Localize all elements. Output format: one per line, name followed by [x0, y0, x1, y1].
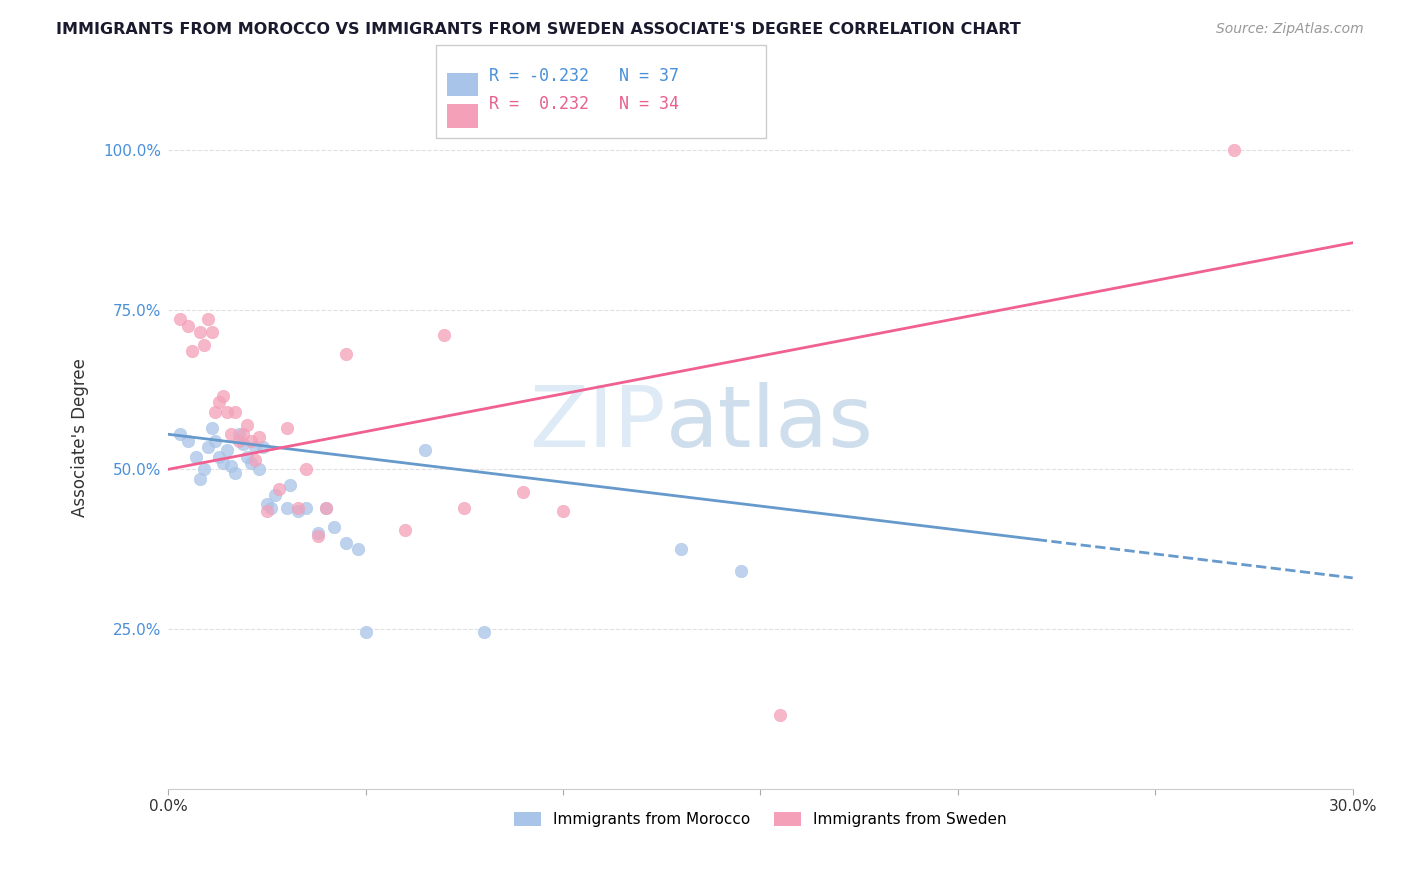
Point [236, 417, 259, 432]
Point [354, 625, 377, 640]
Point [335, 535, 357, 549]
Text: R = -0.232   N = 37: R = -0.232 N = 37 [489, 67, 679, 85]
Point [228, 434, 250, 448]
Point [177, 434, 200, 448]
Point [217, 443, 239, 458]
Point [287, 504, 309, 518]
Text: atlas: atlas [665, 382, 873, 465]
Point [551, 504, 574, 518]
Point [394, 523, 416, 537]
Point [188, 472, 211, 486]
Point [322, 520, 344, 534]
Point [219, 427, 242, 442]
Point [247, 430, 270, 444]
Point [267, 482, 290, 496]
Point [193, 338, 215, 352]
Point [256, 498, 278, 512]
Point [671, 542, 693, 557]
Point [247, 462, 270, 476]
Point [208, 450, 231, 464]
Point [169, 427, 191, 442]
Point [204, 405, 226, 419]
Text: IMMIGRANTS FROM MOROCCO VS IMMIGRANTS FROM SWEDEN ASSOCIATE'S DEGREE CORRELATION: IMMIGRANTS FROM MOROCCO VS IMMIGRANTS FR… [56, 22, 1021, 37]
Point [188, 325, 211, 339]
Point [169, 312, 191, 326]
Point [280, 478, 302, 492]
Point [295, 462, 318, 476]
Point [256, 504, 278, 518]
Point [472, 625, 495, 640]
Point [232, 437, 254, 451]
Point [212, 389, 235, 403]
Point [180, 344, 202, 359]
Point [219, 459, 242, 474]
Point [240, 434, 263, 448]
Point [240, 456, 263, 470]
Point [243, 452, 266, 467]
Point [260, 500, 283, 515]
Point [276, 500, 298, 515]
Y-axis label: Associate's Degree: Associate's Degree [72, 358, 89, 516]
Point [212, 456, 235, 470]
Point [200, 325, 222, 339]
Point [335, 347, 357, 361]
Point [208, 395, 231, 409]
Point [730, 565, 752, 579]
Point [287, 500, 309, 515]
Point [177, 318, 200, 333]
Point [197, 440, 219, 454]
Point [252, 440, 274, 454]
Point [197, 312, 219, 326]
Point [413, 443, 436, 458]
Point [346, 542, 368, 557]
Point [184, 450, 207, 464]
Point [224, 405, 246, 419]
Point [243, 440, 266, 454]
Text: R =  0.232   N = 34: R = 0.232 N = 34 [489, 95, 679, 113]
Point [224, 466, 246, 480]
Point [307, 529, 329, 543]
Point [236, 450, 259, 464]
Point [512, 484, 534, 499]
Point [232, 427, 254, 442]
Point [193, 462, 215, 476]
Point [1223, 143, 1246, 157]
Point [228, 427, 250, 442]
Point [453, 500, 475, 515]
Point [769, 708, 792, 723]
Legend: Immigrants from Morocco, Immigrants from Sweden: Immigrants from Morocco, Immigrants from… [508, 806, 1014, 833]
Point [204, 434, 226, 448]
Point [295, 500, 318, 515]
Text: ZIP: ZIP [529, 382, 665, 465]
Point [276, 421, 298, 435]
Point [217, 405, 239, 419]
Text: Source: ZipAtlas.com: Source: ZipAtlas.com [1216, 22, 1364, 37]
Point [315, 500, 337, 515]
Point [433, 328, 456, 343]
Point [307, 526, 329, 541]
Point [315, 500, 337, 515]
Point [263, 488, 285, 502]
Point [200, 421, 222, 435]
